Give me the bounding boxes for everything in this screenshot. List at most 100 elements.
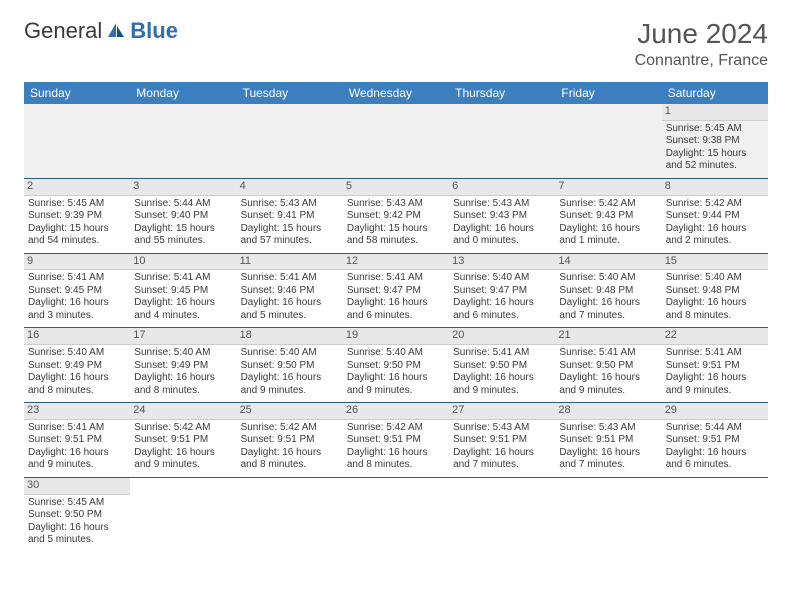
sunrise-text: Sunrise: 5:41 AM [28,422,126,435]
sunset-text: Sunset: 9:47 PM [453,285,551,298]
sunset-text: Sunset: 9:48 PM [559,285,657,298]
calendar-cell: 11Sunrise: 5:41 AMSunset: 9:46 PMDayligh… [237,253,343,328]
calendar-cell [343,104,449,178]
calendar-cell: 9Sunrise: 5:41 AMSunset: 9:45 PMDaylight… [24,253,130,328]
daylight-text: Daylight: 16 hours and 9 minutes. [559,372,657,397]
daylight-text: Daylight: 15 hours and 54 minutes. [28,223,126,248]
day-number: 12 [343,254,449,271]
sunset-text: Sunset: 9:44 PM [666,210,764,223]
sunrise-text: Sunrise: 5:40 AM [453,272,551,285]
calendar-cell: 7Sunrise: 5:42 AMSunset: 9:43 PMDaylight… [555,178,661,253]
sunrise-text: Sunrise: 5:42 AM [134,422,232,435]
calendar-cell [449,104,555,178]
day-number: 15 [662,254,768,271]
day-number: 23 [24,403,130,420]
weekday-header-row: Sunday Monday Tuesday Wednesday Thursday… [24,82,768,104]
day-number: 13 [449,254,555,271]
sunset-text: Sunset: 9:50 PM [28,509,126,522]
sunrise-text: Sunrise: 5:43 AM [453,198,551,211]
daylight-text: Daylight: 15 hours and 57 minutes. [241,223,339,248]
sunset-text: Sunset: 9:39 PM [28,210,126,223]
sunset-text: Sunset: 9:46 PM [241,285,339,298]
daylight-text: Daylight: 16 hours and 7 minutes. [559,297,657,322]
calendar-cell: 3Sunrise: 5:44 AMSunset: 9:40 PMDaylight… [130,178,236,253]
calendar-table: Sunday Monday Tuesday Wednesday Thursday… [24,82,768,552]
daylight-text: Daylight: 16 hours and 7 minutes. [559,447,657,472]
sunrise-text: Sunrise: 5:41 AM [241,272,339,285]
daylight-text: Daylight: 16 hours and 9 minutes. [134,447,232,472]
sunset-text: Sunset: 9:40 PM [134,210,232,223]
day-number: 10 [130,254,236,271]
calendar-cell: 15Sunrise: 5:40 AMSunset: 9:48 PMDayligh… [662,253,768,328]
sunrise-text: Sunrise: 5:41 AM [666,347,764,360]
day-number: 17 [130,328,236,345]
sunrise-text: Sunrise: 5:40 AM [559,272,657,285]
daylight-text: Daylight: 16 hours and 8 minutes. [347,447,445,472]
day-number: 9 [24,254,130,271]
sunset-text: Sunset: 9:47 PM [347,285,445,298]
sunrise-text: Sunrise: 5:44 AM [666,422,764,435]
sunrise-text: Sunrise: 5:43 AM [559,422,657,435]
daylight-text: Daylight: 16 hours and 9 minutes. [453,372,551,397]
day-number: 14 [555,254,661,271]
sunset-text: Sunset: 9:51 PM [134,434,232,447]
daylight-text: Daylight: 16 hours and 6 minutes. [347,297,445,322]
sunrise-text: Sunrise: 5:43 AM [347,198,445,211]
day-number: 18 [237,328,343,345]
daylight-text: Daylight: 16 hours and 5 minutes. [241,297,339,322]
sunrise-text: Sunrise: 5:45 AM [28,497,126,510]
daylight-text: Daylight: 15 hours and 58 minutes. [347,223,445,248]
daylight-text: Daylight: 15 hours and 52 minutes. [666,148,764,173]
daylight-text: Daylight: 16 hours and 6 minutes. [453,297,551,322]
weekday-header: Sunday [24,82,130,104]
sunrise-text: Sunrise: 5:42 AM [241,422,339,435]
calendar-cell: 18Sunrise: 5:40 AMSunset: 9:50 PMDayligh… [237,328,343,403]
sunrise-text: Sunrise: 5:40 AM [134,347,232,360]
logo: General Blue [24,18,178,44]
logo-text-blue: Blue [130,18,178,44]
sunrise-text: Sunrise: 5:40 AM [241,347,339,360]
day-number: 16 [24,328,130,345]
day-number: 8 [662,179,768,196]
calendar-cell [24,104,130,178]
sunrise-text: Sunrise: 5:40 AM [347,347,445,360]
sunrise-text: Sunrise: 5:43 AM [241,198,339,211]
day-number: 11 [237,254,343,271]
sunset-text: Sunset: 9:50 PM [453,360,551,373]
sunset-text: Sunset: 9:41 PM [241,210,339,223]
daylight-text: Daylight: 16 hours and 9 minutes. [347,372,445,397]
calendar-row: 16Sunrise: 5:40 AMSunset: 9:49 PMDayligh… [24,328,768,403]
sunset-text: Sunset: 9:51 PM [241,434,339,447]
month-title: June 2024 [635,18,768,50]
sunrise-text: Sunrise: 5:41 AM [559,347,657,360]
calendar-cell: 2Sunrise: 5:45 AMSunset: 9:39 PMDaylight… [24,178,130,253]
calendar-cell: 28Sunrise: 5:43 AMSunset: 9:51 PMDayligh… [555,403,661,478]
title-block: June 2024 Connantre, France [635,18,768,70]
sail-icon [106,21,126,41]
sunrise-text: Sunrise: 5:41 AM [347,272,445,285]
sunrise-text: Sunrise: 5:40 AM [28,347,126,360]
calendar-cell: 24 Sunrise: 5:42 AMSunset: 9:51 PMDayligh… [130,403,236,478]
sunrise-text: Sunrise: 5:41 AM [134,272,232,285]
calendar-cell: 19Sunrise: 5:40 AMSunset: 9:50 PMDayligh… [343,328,449,403]
daylight-text: Daylight: 16 hours and 8 minutes. [28,372,126,397]
calendar-cell [555,104,661,178]
calendar-cell: 14Sunrise: 5:40 AMSunset: 9:48 PMDayligh… [555,253,661,328]
calendar-cell: 1Sunrise: 5:45 AMSunset: 9:38 PMDaylight… [662,104,768,178]
day-number: 27 [449,403,555,420]
day-number: 29 [662,403,768,420]
calendar-cell: 8Sunrise: 5:42 AMSunset: 9:44 PMDaylight… [662,178,768,253]
calendar-cell: 12Sunrise: 5:41 AMSunset: 9:47 PMDayligh… [343,253,449,328]
sunset-text: Sunset: 9:43 PM [453,210,551,223]
day-number: 24 [130,403,236,420]
day-number: 26 [343,403,449,420]
calendar-cell: 21Sunrise: 5:41 AMSunset: 9:50 PMDayligh… [555,328,661,403]
calendar-cell [449,477,555,551]
day-number: 6 [449,179,555,196]
calendar-cell [237,104,343,178]
day-number: 20 [449,328,555,345]
calendar-row: 2Sunrise: 5:45 AMSunset: 9:39 PMDaylight… [24,178,768,253]
calendar-cell [130,477,236,551]
day-number: 1 [662,104,768,121]
day-number: 5 [343,179,449,196]
